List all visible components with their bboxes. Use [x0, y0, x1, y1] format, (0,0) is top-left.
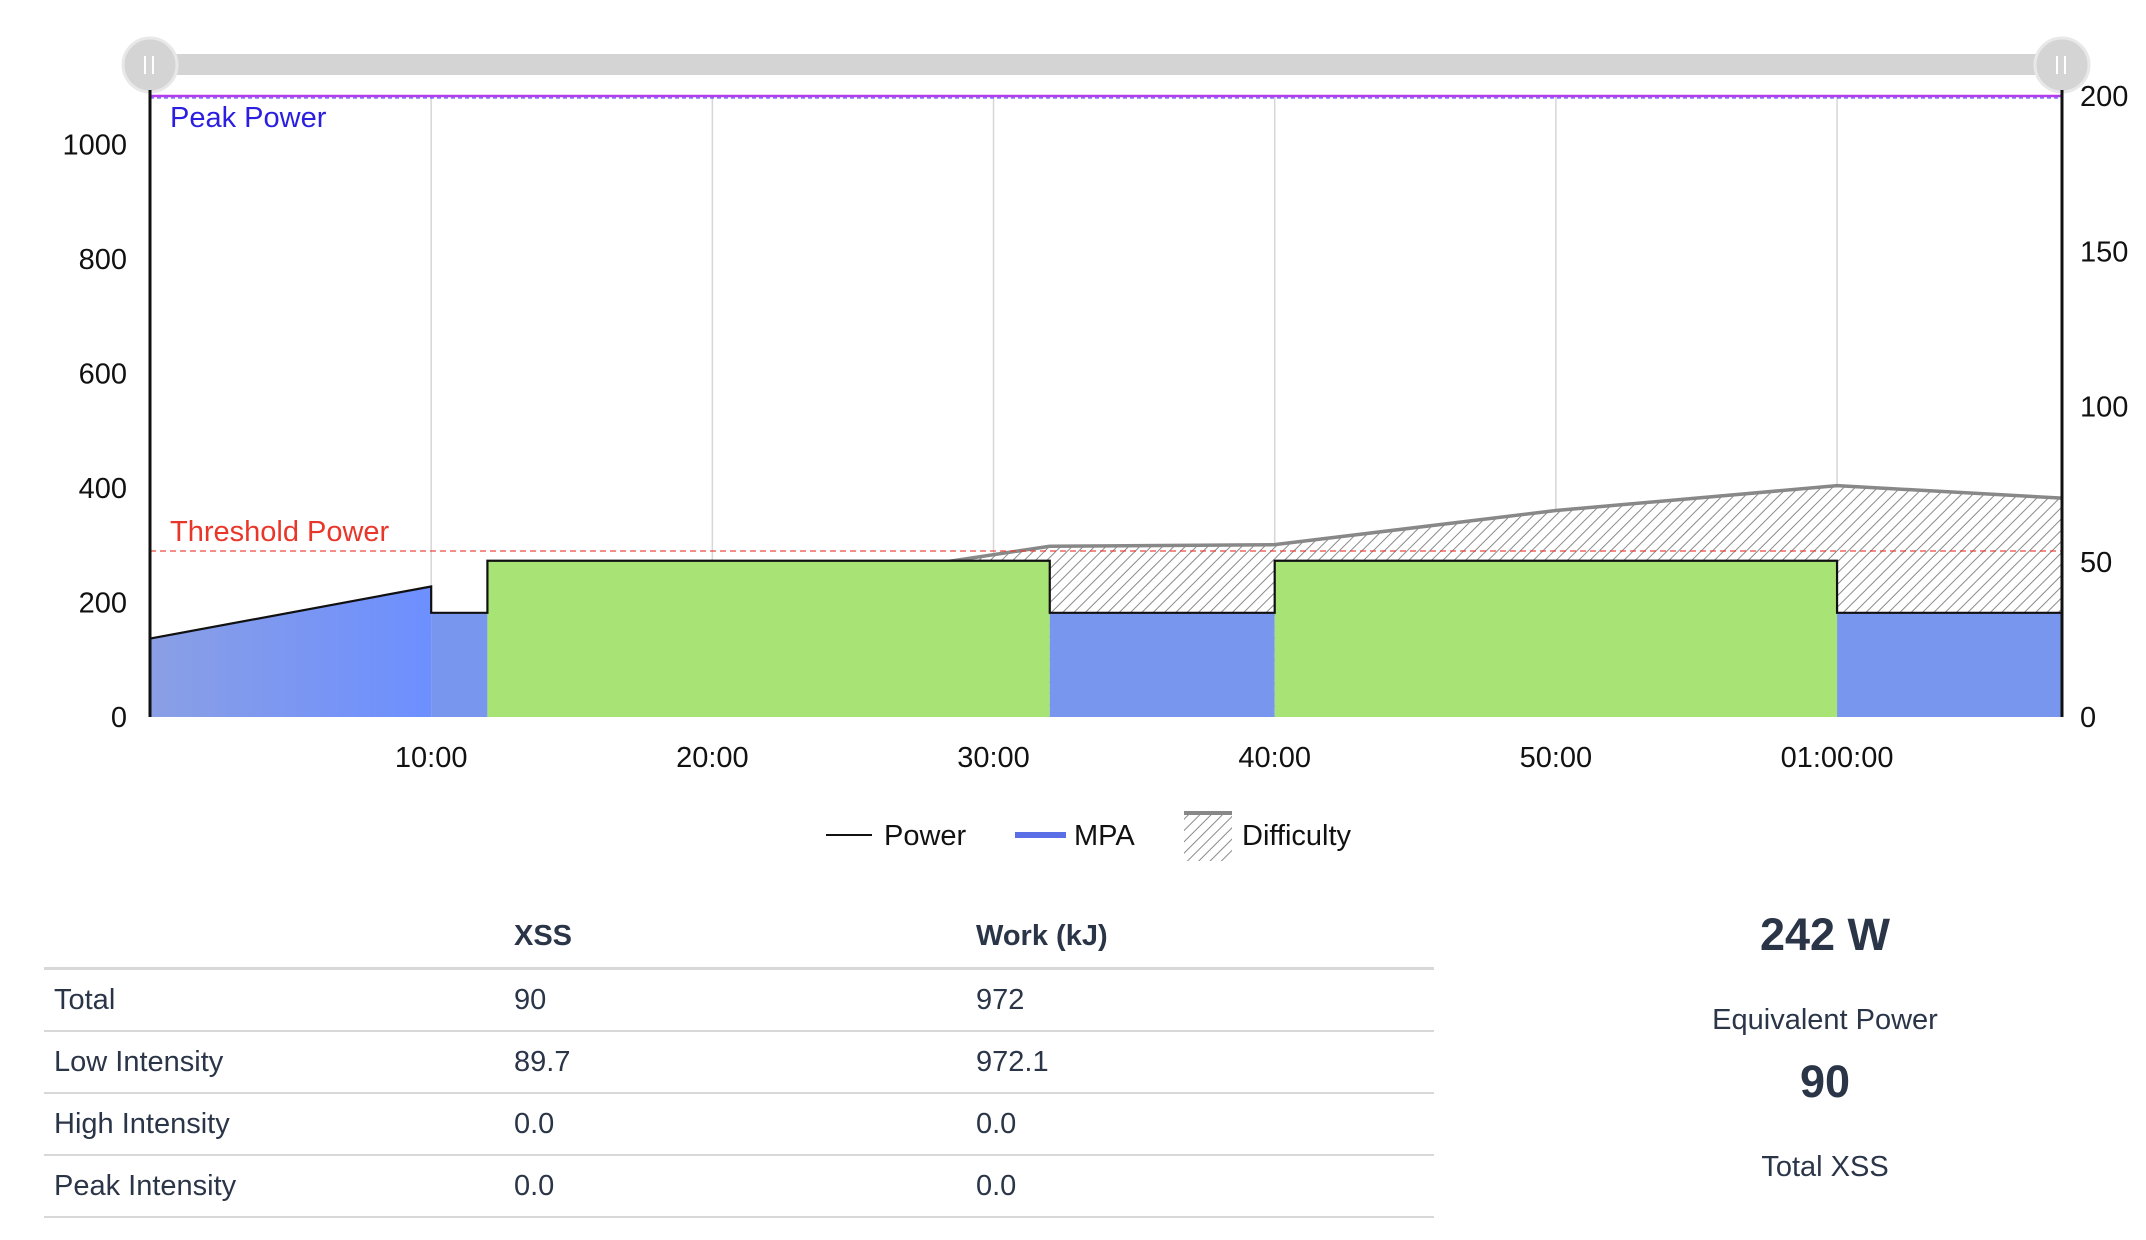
y-right-tick-label: 150 [2080, 236, 2128, 268]
header-label [44, 905, 504, 970]
power-interval [150, 586, 432, 717]
legend-power-label: Power [884, 820, 967, 852]
equivalent-power-label: Equivalent Power [1712, 1004, 1938, 1036]
total-xss-label: Total XSS [1761, 1151, 1889, 1183]
peak-power-label: Peak Power [170, 102, 327, 134]
power-line [149, 559, 2062, 640]
row-label: Low Intensity [44, 1031, 504, 1094]
y-right-tick-label: 0 [2080, 702, 2096, 734]
power-intervals [149, 559, 2062, 717]
y-right-tick-label: 100 [2080, 392, 2128, 424]
x-tick-label: 50:00 [1520, 742, 1593, 774]
reference-lines: Peak Power Threshold Power [150, 94, 2062, 552]
range-slider-track[interactable] [150, 54, 2058, 75]
power-interval [487, 560, 1050, 717]
legend-difficulty-label: Difficulty [1242, 820, 1352, 852]
y-left-tick-label: 400 [79, 473, 127, 505]
row-xss: 0.0 [504, 1093, 966, 1156]
x-tick-label: 40:00 [1238, 742, 1311, 774]
y-right-tick-label: 50 [2080, 547, 2112, 579]
range-slider-left-handle[interactable] [121, 36, 179, 94]
y-right-tick-label: 200 [2080, 81, 2128, 113]
summary-panel: 242 W Equivalent Power 90 Total XSS [1640, 905, 2010, 1187]
row-label: Peak Intensity [44, 1155, 504, 1218]
workout-chart: Peak Power Threshold Power 0 200 400 600 800 1… [62, 36, 2128, 861]
y-left-tick-label: 1000 [62, 130, 127, 162]
table-header-row: XSS Work (kJ) [44, 905, 1434, 970]
table-row: Total 90 972 [44, 968, 1434, 1032]
legend-difficulty-swatch [1184, 813, 1232, 861]
table-row: High Intensity 0.0 0.0 [44, 1093, 1434, 1156]
stats-table: XSS Work (kJ) Total 90 972 Low Intensity… [44, 905, 1434, 1218]
legend-mpa-label: MPA [1074, 820, 1135, 852]
range-slider-right-handle[interactable] [2033, 36, 2091, 94]
row-work: 972 [966, 968, 1434, 1032]
row-work: 0.0 [966, 1093, 1434, 1156]
x-tick-label: 30:00 [957, 742, 1030, 774]
row-xss: 0.0 [504, 1155, 966, 1218]
difficulty-line [946, 483, 2063, 564]
table-row: Low Intensity 89.7 972.1 [44, 1031, 1434, 1094]
power-interval [1837, 612, 2062, 717]
y-left-tick-label: 800 [79, 244, 127, 276]
y-left-tick-label: 600 [79, 359, 127, 391]
x-tick-label: 10:00 [395, 742, 468, 774]
row-label: High Intensity [44, 1093, 504, 1156]
header-work: Work (kJ) [966, 905, 1434, 970]
table-row: Peak Intensity 0.0 0.0 [44, 1155, 1434, 1218]
row-work: 0.0 [966, 1155, 1434, 1218]
y-left-tick-label: 0 [111, 702, 127, 734]
equivalent-power-value: 242 W [1759, 909, 1891, 960]
axes: 0 200 400 600 800 1000 0 50 100 150 200 10:00 20:00 3… [62, 81, 2128, 774]
row-xss: 89.7 [504, 1031, 966, 1094]
row-label: Total [44, 968, 504, 1032]
power-interval [1274, 560, 1838, 717]
power-interval [1049, 612, 1275, 717]
y-left-tick-label: 200 [79, 588, 127, 620]
x-tick-label: 01:00:00 [1781, 742, 1894, 774]
header-xss: XSS [504, 905, 966, 970]
row-work: 972.1 [966, 1031, 1434, 1094]
total-xss-value: 90 [1799, 1056, 1851, 1107]
row-xss: 90 [504, 968, 966, 1032]
threshold-power-label: Threshold Power [170, 516, 390, 548]
power-interval [431, 612, 488, 717]
legend: Power MPA Difficulty [826, 811, 1352, 861]
x-tick-label: 20:00 [676, 742, 749, 774]
